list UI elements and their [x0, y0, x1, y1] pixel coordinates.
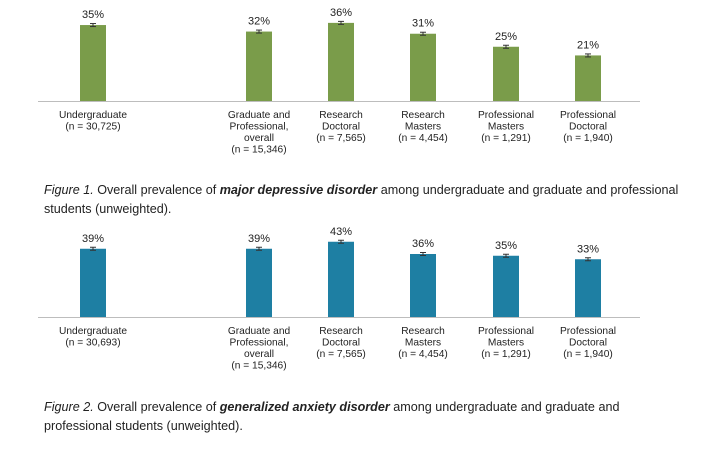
figure-1-caption: Figure 1. Overall prevalence of major de… — [44, 181, 684, 219]
mdd-category-label-1: Graduate and Professional, overall (n = 15,… — [228, 110, 291, 156]
mdd-category-label-5: Professional Doctoral (n = 1,940) — [560, 110, 616, 144]
gad-category-label-1: Graduate and Professional, overall (n = 15,… — [228, 326, 291, 372]
gad-value-label-2: 43% — [330, 226, 352, 238]
mdd-category-label-3: Research Masters (n = 4,454) — [398, 110, 448, 144]
gad-category-line-3-0: Research — [401, 326, 445, 337]
gad-value-label-5: 33% — [577, 243, 599, 255]
mdd-value-label-2: 36% — [330, 7, 352, 19]
gad-category-line-5-0: Professional — [560, 326, 616, 337]
gad-category-line-5-2: (n = 1,940) — [563, 349, 613, 360]
gad-category-line-5-1: Doctoral — [569, 338, 607, 349]
depression-bar-chart: 35% Undergraduate (n = 30,725) 32% Graduate … — [0, 0, 707, 160]
gad-category-line-1-1: Professional, — [230, 338, 289, 349]
figure-2-caption: Figure 2. Overall prevalence of generali… — [44, 398, 684, 436]
gad-value-label-4: 35% — [495, 240, 517, 252]
mdd-category-line-4-2: (n = 1,291) — [481, 133, 531, 144]
mdd-category-line-2-1: Doctoral — [322, 122, 360, 133]
mdd-bar-1 — [246, 31, 272, 102]
gad-value-label-3: 36% — [412, 238, 434, 250]
mdd-value-label-4: 25% — [495, 31, 517, 43]
mdd-category-line-5-2: (n = 1,940) — [563, 133, 613, 144]
mdd-category-label-4: Professional Masters (n = 1,291) — [478, 110, 534, 144]
gad-category-line-2-0: Research — [319, 326, 363, 337]
gad-bar-5 — [575, 259, 601, 317]
figure-1-label: Figure 1. — [44, 183, 94, 197]
mdd-category-label-0: Undergraduate (n = 30,725) — [59, 110, 127, 133]
mdd-category-line-4-1: Masters — [488, 122, 524, 133]
gad-category-line-2-2: (n = 7,565) — [316, 349, 366, 360]
mdd-category-line-5-1: Doctoral — [569, 122, 607, 133]
mdd-category-line-3-1: Masters — [405, 122, 441, 133]
gad-bar-3 — [410, 254, 436, 317]
mdd-bar-5 — [575, 55, 601, 101]
gad-category-line-2-1: Doctoral — [322, 338, 360, 349]
figure-2-label: Figure 2. — [44, 400, 94, 414]
gad-bar-2 — [328, 241, 354, 317]
mdd-category-line-1-2: overall — [244, 133, 274, 144]
mdd-category-line-0-0: Undergraduate — [59, 110, 127, 121]
mdd-category-line-1-0: Graduate and — [228, 110, 291, 121]
mdd-bar-4 — [493, 46, 519, 101]
mdd-bar-3 — [410, 33, 436, 102]
gad-bar-1 — [246, 248, 272, 317]
mdd-value-label-0: 35% — [82, 9, 104, 21]
gad-category-label-2: Research Doctoral (n = 7,565) — [316, 326, 366, 360]
mdd-category-line-1-3: (n = 15,346) — [231, 145, 286, 156]
figure-1-text-before: Overall prevalence of — [93, 183, 220, 197]
figure-2-text-before: Overall prevalence of — [93, 400, 220, 414]
gad-category-label-4: Professional Masters (n = 1,291) — [478, 326, 534, 360]
gad-category-line-0-0: Undergraduate — [59, 326, 127, 337]
gad-category-line-1-2: overall — [244, 349, 274, 360]
mdd-category-line-3-2: (n = 4,454) — [398, 133, 448, 144]
gad-category-label-0: Undergraduate (n = 30,693) — [59, 326, 127, 349]
gad-value-label-1: 39% — [248, 233, 270, 245]
mdd-category-line-3-0: Research — [401, 110, 445, 121]
mdd-category-label-2: Research Doctoral (n = 7,565) — [316, 110, 366, 144]
figure-2-text-after: among undergraduate and graduate and pro… — [44, 400, 620, 433]
mdd-category-line-5-0: Professional — [560, 110, 616, 121]
gad-category-line-1-3: (n = 15,346) — [231, 361, 286, 372]
gad-category-line-3-2: (n = 4,454) — [398, 349, 448, 360]
mdd-value-label-5: 21% — [577, 39, 599, 51]
mdd-value-label-3: 31% — [412, 18, 434, 30]
gad-category-line-4-0: Professional — [478, 326, 534, 337]
gad-category-label-5: Professional Doctoral (n = 1,940) — [560, 326, 616, 360]
anxiety-chart-svg: 39% Undergraduate (n = 30,693) 39% Graduate … — [38, 226, 640, 372]
gad-category-label-3: Research Masters (n = 4,454) — [398, 326, 448, 360]
mdd-category-line-1-1: Professional, — [230, 122, 289, 133]
mdd-category-line-0-1: (n = 30,725) — [65, 122, 120, 133]
mdd-bar-0 — [80, 25, 106, 101]
gad-category-line-3-1: Masters — [405, 338, 441, 349]
gad-bar-4 — [493, 255, 519, 317]
figure-2-emphasis: generalized anxiety disorder — [219, 400, 390, 414]
mdd-bar-2 — [328, 22, 354, 102]
gad-category-line-4-2: (n = 1,291) — [481, 349, 531, 360]
mdd-category-line-2-0: Research — [319, 110, 363, 121]
depression-chart-svg: 35% Undergraduate (n = 30,725) 32% Graduate … — [38, 7, 640, 156]
gad-value-label-0: 39% — [82, 233, 104, 245]
mdd-category-line-2-2: (n = 7,565) — [316, 133, 366, 144]
gad-category-line-1-0: Graduate and — [228, 326, 291, 337]
figure-1-emphasis: major depressive disorder — [219, 183, 378, 197]
anxiety-bar-chart: 39% Undergraduate (n = 30,693) 39% Graduate … — [0, 222, 707, 372]
mdd-category-line-4-0: Professional — [478, 110, 534, 121]
figure-1-text-after: among undergraduate and graduate and pro… — [44, 183, 679, 216]
gad-category-line-0-1: (n = 30,693) — [65, 338, 120, 349]
gad-bar-0 — [80, 248, 106, 317]
mdd-value-label-1: 32% — [248, 16, 270, 28]
gad-category-line-4-1: Masters — [488, 338, 524, 349]
